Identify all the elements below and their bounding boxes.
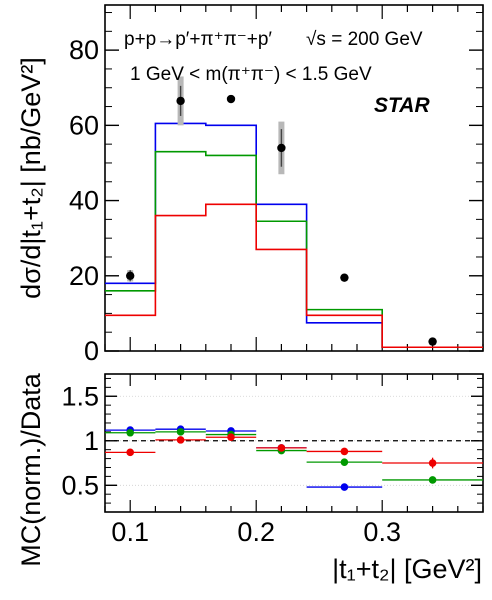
top-y-axis-label: dσ/d|t₁+t₂| [nb/GeV²]	[16, 57, 46, 299]
mc-histograms	[105, 122, 483, 349]
process-annotation: p+p→p′+π⁺π⁻+p′	[124, 29, 272, 50]
data-point	[226, 94, 236, 104]
x-tick-label: 0.1	[111, 517, 149, 547]
ratio-point	[176, 428, 185, 436]
mass-range-annotation: 1 GeV < m(π⁺π⁻) < 1.5 GeV	[130, 64, 372, 85]
ratio-point	[126, 448, 134, 457]
x-tick-label: 0.2	[237, 517, 275, 547]
data-points	[126, 76, 437, 346]
data-point	[126, 271, 135, 280]
mc-histogram-line	[105, 203, 483, 349]
ratio-point	[340, 447, 349, 456]
ratio-point	[227, 433, 235, 442]
bottom-panel-ticks: 0.5 1 1.5 0.1 0.2 0.3	[61, 374, 484, 547]
bottom-y-axis-label: MC(norm.)/Data	[16, 372, 46, 567]
top-y-tick-label: 20	[69, 261, 99, 291]
top-y-tick-label: 80	[69, 35, 99, 65]
bottom-y-tick-label: 1.5	[61, 381, 99, 411]
ratio-point	[428, 459, 437, 467]
x-tick-label: 0.3	[363, 517, 401, 547]
star-logo-label: STAR	[374, 94, 430, 117]
data-point	[277, 143, 286, 153]
data-point	[428, 337, 437, 346]
ratio-point	[340, 483, 349, 491]
ratio-point	[126, 428, 134, 437]
bottom-y-tick-label: 0.5	[61, 470, 99, 500]
mc-histogram-line	[105, 122, 483, 349]
ratio-point	[277, 444, 286, 452]
bottom-y-tick-label: 1	[84, 426, 99, 456]
energy-annotation: √s = 200 GeV	[306, 29, 423, 50]
top-y-tick-label: 0	[84, 336, 99, 366]
top-panel-ticks: 0 20 40 60 80	[69, 5, 484, 366]
top-panel-frame	[104, 4, 484, 352]
x-axis-label: |t₁+t₂| [GeV²]	[332, 554, 482, 584]
data-point	[340, 273, 349, 282]
top-y-tick-label: 40	[69, 186, 99, 216]
top-y-tick-label: 60	[69, 110, 99, 140]
data-point	[176, 96, 185, 106]
bottom-panel-frame	[104, 373, 484, 513]
ratio-points	[105, 425, 483, 491]
ratio-point	[428, 476, 437, 484]
ratio-point	[176, 436, 185, 444]
ratio-point	[340, 458, 349, 466]
